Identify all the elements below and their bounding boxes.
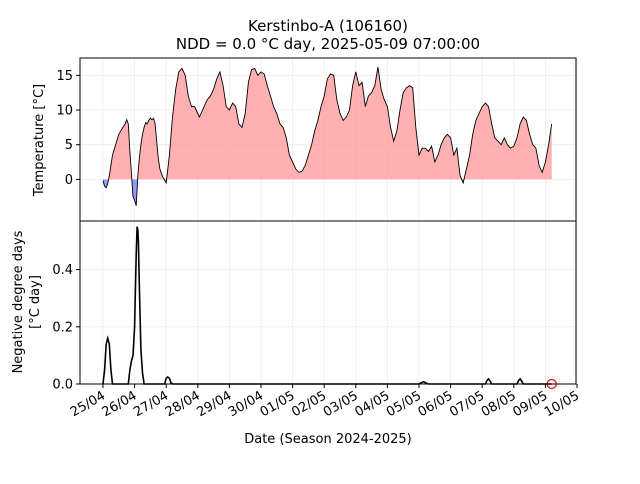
ndd-y-label-line2: [°C day]	[28, 275, 43, 329]
temperature-y-tick-label: 10	[56, 104, 73, 119]
temperature-y-tick-label: 5	[65, 138, 73, 153]
temperature-y-tick-label: 0	[65, 173, 73, 188]
x-axis-label: Date (Season 2024-2025)	[244, 432, 412, 447]
ndd-y-tick-label: 0.0	[52, 378, 73, 393]
positive-temperature-fill	[108, 67, 552, 180]
temperature-y-tick-label: 15	[56, 69, 73, 84]
temperature-panel: 0 5 10 15 Temperature [°C]	[32, 57, 578, 222]
temperature-y-label: Temperature [°C]	[32, 84, 47, 197]
ndd-y-tick-label: 0.2	[52, 320, 73, 335]
ndd-y-label-line1: Negative degree days	[11, 230, 26, 373]
chart-title-line2: NDD = 0.0 °C day, 2025-05-09 07:00:00	[176, 35, 480, 53]
ndd-axes-frame	[79, 220, 577, 385]
chart-title-line1: Kerstinbo-A (106160)	[248, 17, 408, 35]
ndd-y-tick-label: 0.4	[52, 263, 73, 278]
temperature-line	[102, 66, 553, 206]
